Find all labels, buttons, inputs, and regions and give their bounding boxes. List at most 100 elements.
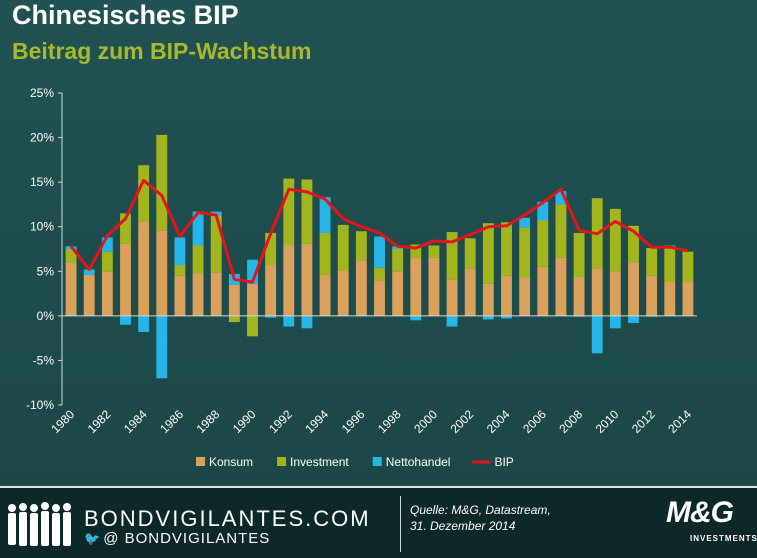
- x-tick-label: 2010: [593, 407, 622, 436]
- bar-konsum-1998: [392, 271, 403, 316]
- x-tick-label: 1998: [375, 407, 404, 436]
- bar-investment-2005: [519, 228, 530, 278]
- legend-label-bip: BIP: [494, 455, 513, 469]
- bar-konsum-1987: [193, 273, 204, 316]
- mg-logo-subtitle: INVESTMENTS: [690, 534, 757, 543]
- bar-konsum-1988: [211, 272, 222, 316]
- x-tick-label: 1990: [230, 407, 259, 436]
- x-tick-label: 1996: [339, 407, 368, 436]
- bar-konsum-1992: [283, 245, 294, 316]
- y-tick-label: 0%: [37, 309, 55, 323]
- bar-konsum-2010: [610, 271, 621, 316]
- y-tick-label: 25%: [30, 86, 54, 100]
- bar-investment-2012: [646, 248, 657, 276]
- y-tick-label: -10%: [26, 398, 54, 412]
- bar-konsum-2002: [465, 269, 476, 316]
- bar-konsum-1984: [138, 221, 149, 315]
- bar-nettohandel-2005: [519, 218, 530, 228]
- bar-investment-1986: [174, 265, 185, 276]
- bar-konsum-2003: [483, 284, 494, 316]
- bar-konsum-1986: [174, 276, 185, 316]
- handle-prefix: @: [103, 530, 119, 547]
- bar-investment-1984: [138, 165, 149, 221]
- x-tick-label: 2006: [520, 407, 549, 436]
- bar-konsum-2004: [501, 276, 512, 316]
- bar-konsum-1985: [156, 230, 167, 316]
- bar-nettohandel-1984: [138, 316, 149, 332]
- bar-investment-2014: [682, 252, 693, 282]
- chart-subtitle: Beitrag zum BIP-Wachstum: [12, 38, 311, 65]
- y-axis: -10%-5%0%5%10%15%20%25%: [26, 86, 62, 412]
- x-tick-label: 2004: [484, 407, 513, 436]
- bar-konsum-2013: [664, 282, 675, 316]
- twitter-handle: 🐦@ BONDVIGILANTES: [84, 530, 270, 547]
- bar-investment-1995: [338, 225, 349, 270]
- twitter-icon: 🐦: [84, 531, 101, 546]
- bar-konsum-2006: [537, 267, 548, 316]
- bar-konsum-1997: [374, 280, 385, 316]
- bar-konsum-1980: [66, 262, 77, 315]
- x-tick-label: 2012: [629, 407, 658, 436]
- bar-nettohandel-1985: [156, 316, 167, 378]
- footer-divider: [400, 496, 401, 552]
- legend-label-investment: Investment: [290, 455, 349, 469]
- bar-investment-2010: [610, 209, 621, 271]
- bar-investment-1994: [320, 233, 331, 275]
- bar-nettohandel-1992: [283, 316, 294, 327]
- bar-konsum-1983: [120, 244, 131, 316]
- bar-konsum-2011: [628, 262, 639, 315]
- x-tick-label: 1984: [121, 407, 150, 436]
- chart-title: Chinesisches BIP: [12, 0, 239, 31]
- bar-konsum-1995: [338, 270, 349, 315]
- bar-investment-1996: [356, 231, 367, 260]
- bar-konsum-2005: [519, 278, 530, 316]
- x-tick-label: 2008: [556, 407, 585, 436]
- bar-konsum-2012: [646, 276, 657, 316]
- bar-konsum-2001: [447, 279, 458, 316]
- bar-konsum-2009: [592, 269, 603, 316]
- bar-konsum-1981: [84, 275, 95, 316]
- bar-investment-1982: [102, 252, 113, 272]
- bar-investment-2007: [555, 204, 566, 257]
- mg-logo: M&G: [666, 496, 733, 530]
- y-tick-label: 15%: [30, 175, 54, 189]
- bar-investment-1997: [374, 268, 385, 280]
- handle-text: BONDVIGILANTES: [125, 530, 271, 547]
- bar-konsum-1993: [301, 244, 312, 316]
- footer: BONDVIGILANTES.COM 🐦@ BONDVIGILANTES Que…: [0, 486, 757, 558]
- bar-investment-2013: [664, 246, 675, 282]
- bar-investment-1990: [247, 316, 258, 337]
- bar-investment-1989: [229, 316, 240, 322]
- bar-investment-2004: [501, 222, 512, 275]
- y-tick-label: 20%: [30, 131, 54, 145]
- bar-investment-2006: [537, 220, 548, 266]
- bar-investment-1993: [301, 179, 312, 243]
- bar-nettohandel-1999: [410, 316, 421, 320]
- source-line-2: 31. Dezember 2014: [410, 518, 610, 534]
- x-tick-label: 1982: [85, 407, 114, 436]
- people-silhouettes-icon: [6, 502, 78, 548]
- source-line-1: Quelle: M&G, Datastream,: [410, 502, 610, 518]
- x-tick-label: 1994: [302, 407, 331, 436]
- legend-swatch-konsum: [196, 457, 205, 466]
- x-tick-label: 1988: [194, 407, 223, 436]
- bar-konsum-1994: [320, 275, 331, 316]
- brand-name: BONDVIGILANTES.COM: [84, 506, 371, 532]
- bar-konsum-1996: [356, 261, 367, 316]
- bar-investment-2000: [428, 245, 439, 257]
- y-tick-label: -5%: [33, 353, 55, 367]
- bar-konsum-1999: [410, 258, 421, 316]
- bar-nettohandel-1983: [120, 316, 131, 325]
- bar-nettohandel-2009: [592, 316, 603, 353]
- bar-investment-2008: [574, 233, 585, 277]
- bar-nettohandel-1997: [374, 237, 385, 268]
- x-tick-label: 2002: [448, 407, 477, 436]
- bar-nettohandel-1993: [301, 316, 312, 328]
- bar-nettohandel-2001: [447, 316, 458, 327]
- bar-investment-1998: [392, 249, 403, 271]
- bar-nettohandel-2011: [628, 316, 639, 323]
- bar-konsum-1991: [265, 265, 276, 316]
- legend-label-konsum: Konsum: [209, 455, 253, 469]
